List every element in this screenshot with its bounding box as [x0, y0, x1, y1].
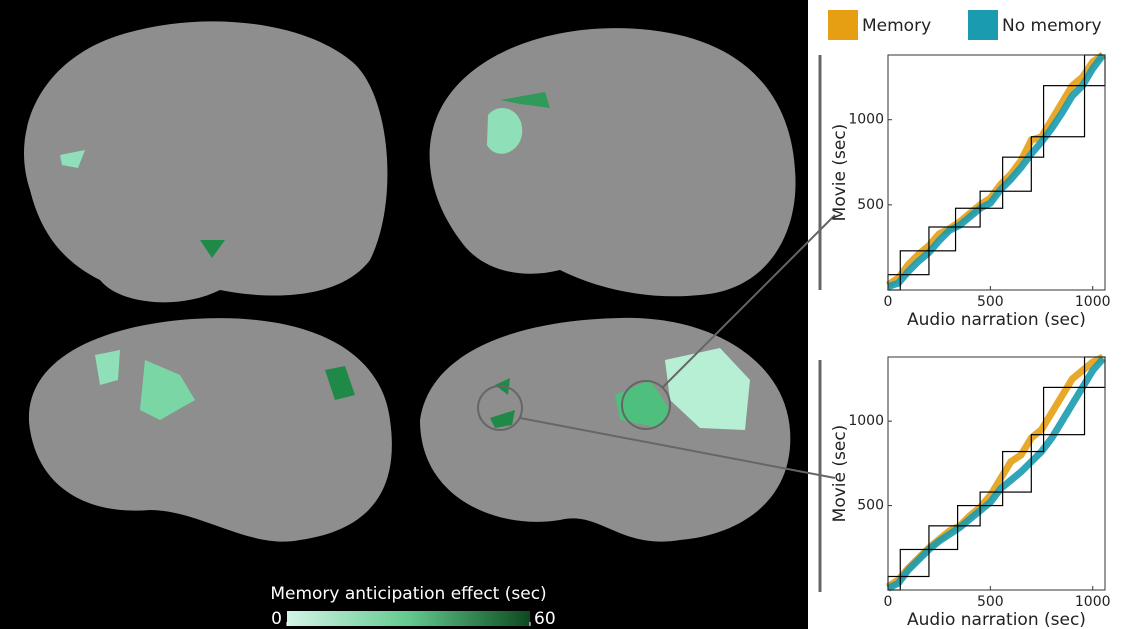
x-tick-label: 0 — [884, 294, 893, 310]
brain-left-medial — [28, 318, 392, 542]
roi-circle — [621, 380, 671, 430]
y-axis-label: Movie (sec) — [830, 124, 850, 222]
x-axis-label: Audio narration (sec) — [907, 610, 1086, 629]
y-tick-label: 1000 — [848, 413, 884, 429]
legend-label: Memory — [862, 16, 931, 36]
event-box — [928, 525, 959, 551]
brain-right-lateral — [429, 28, 796, 297]
x-tick-label: 1000 — [1075, 294, 1111, 310]
cluster — [60, 150, 85, 168]
x-axis-label: Audio narration (sec) — [907, 310, 1086, 330]
colorbar-title: Memory anticipation effect (sec) — [270, 584, 546, 604]
cluster — [140, 360, 195, 420]
y-tick-label: 1000 — [848, 112, 884, 128]
cluster — [500, 92, 550, 108]
x-tick-label: 0 — [884, 594, 893, 610]
cluster — [615, 380, 670, 428]
brain-clusters — [60, 92, 750, 430]
y-axis-label: Movie (sec) — [830, 425, 850, 523]
event-box — [899, 548, 930, 578]
legend: Memory No memory — [828, 10, 1102, 40]
cluster — [200, 240, 225, 258]
legend-label: No memory — [1002, 16, 1102, 36]
series-line — [886, 52, 1106, 290]
event-box — [928, 226, 957, 252]
event-box — [1030, 434, 1045, 453]
event-box — [1030, 136, 1045, 158]
legend-swatch — [968, 10, 998, 40]
colorbar-tick-label: 60 — [534, 609, 556, 629]
cluster — [95, 350, 120, 385]
plot-frame — [887, 54, 1106, 291]
plot-frame — [887, 356, 1106, 591]
event-box — [1002, 156, 1032, 192]
legend-swatch — [828, 10, 858, 40]
connector — [519, 417, 836, 479]
series-line — [886, 353, 1105, 590]
cluster — [325, 366, 355, 400]
connector — [661, 214, 836, 389]
brain-right-medial — [420, 317, 791, 542]
event-box — [957, 504, 981, 527]
cluster — [487, 107, 523, 154]
y-tick-label: 500 — [857, 498, 884, 514]
colorbar — [287, 611, 530, 626]
cluster — [490, 378, 515, 428]
event-box — [979, 190, 1004, 209]
series-line — [886, 356, 1106, 592]
x-tick-label: 500 — [977, 294, 1004, 310]
event-box — [1042, 386, 1086, 436]
x-tick-label: 1000 — [1075, 594, 1111, 610]
event-box — [1042, 85, 1086, 138]
y-tick-label: 500 — [857, 197, 884, 213]
event-box — [954, 207, 981, 228]
colorbar-tick-label: 0 — [271, 609, 282, 629]
cluster — [665, 348, 750, 430]
event-box — [1002, 450, 1032, 493]
brain-left-lateral — [24, 21, 388, 303]
roi-circle — [477, 385, 523, 431]
x-tick-label: 500 — [977, 594, 1004, 610]
event-box — [979, 491, 1004, 507]
event-box — [899, 250, 930, 276]
